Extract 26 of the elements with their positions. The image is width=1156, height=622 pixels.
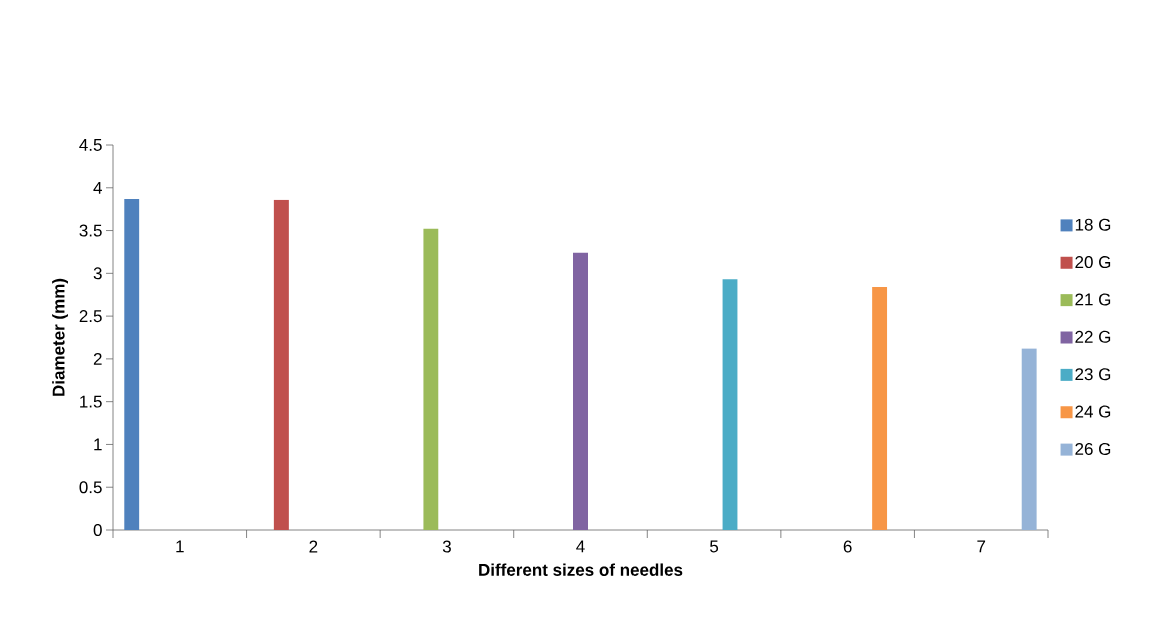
x-tick-label: 4 — [576, 540, 585, 553]
x-tick-label: 1 — [176, 540, 184, 553]
x-tick-label: 6 — [843, 540, 852, 553]
legend-label: 18 G — [1075, 218, 1111, 231]
y-tick-label: 3 — [93, 267, 102, 280]
x-axis-title: Different sizes of needles — [479, 563, 683, 576]
y-tick-label: 0 — [93, 523, 102, 537]
y-axis-title: Diameter (mm) — [52, 278, 68, 396]
x-tick-label: 2 — [309, 540, 318, 553]
x-tick-label: 5 — [710, 540, 719, 553]
y-tick-label: 2.5 — [79, 310, 102, 323]
legend-label: 26 G — [1075, 442, 1111, 455]
x-tick-label: 3 — [442, 540, 451, 553]
legend-label: 21 G — [1075, 293, 1111, 306]
legend-label: 22 G — [1075, 330, 1111, 343]
legend-label: 20 G — [1075, 256, 1111, 269]
y-tick-label: 4 — [93, 181, 102, 194]
y-tick-label: 1.5 — [80, 395, 102, 408]
y-tick-label: 4.5 — [79, 139, 102, 151]
y-tick-label: 2 — [93, 352, 102, 365]
y-tick-label: 0.5 — [79, 481, 102, 494]
y-tick-label: 3.5 — [79, 224, 102, 237]
legend-label: 24 G — [1075, 405, 1111, 418]
x-tick-label: 7 — [977, 540, 986, 553]
legend-label: 23 G — [1075, 368, 1111, 381]
y-tick-label: 1 — [94, 438, 102, 451]
